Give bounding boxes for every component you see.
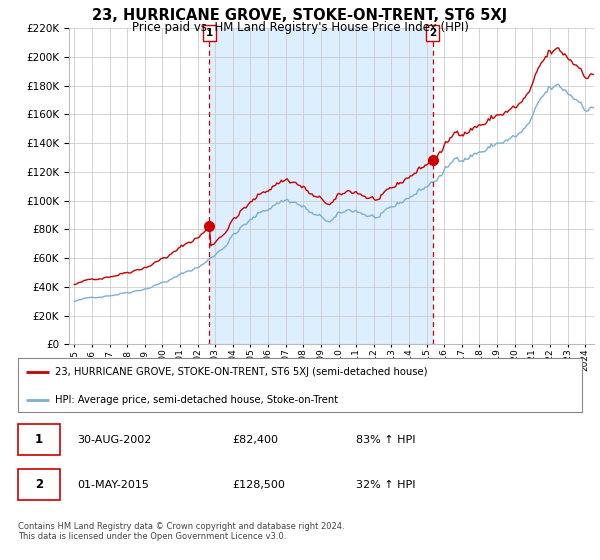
Text: 32% ↑ HPI: 32% ↑ HPI <box>356 479 416 489</box>
Text: 30-AUG-2002: 30-AUG-2002 <box>77 435 152 445</box>
Text: 23, HURRICANE GROVE, STOKE-ON-TRENT, ST6 5XJ: 23, HURRICANE GROVE, STOKE-ON-TRENT, ST6… <box>92 8 508 24</box>
Text: 23, HURRICANE GROVE, STOKE-ON-TRENT, ST6 5XJ (semi-detached house): 23, HURRICANE GROVE, STOKE-ON-TRENT, ST6… <box>55 367 427 377</box>
Text: £128,500: £128,500 <box>232 479 285 489</box>
Text: £82,400: £82,400 <box>232 435 278 445</box>
Text: Contains HM Land Registry data © Crown copyright and database right 2024.
This d: Contains HM Land Registry data © Crown c… <box>18 522 344 542</box>
Text: 2: 2 <box>35 478 43 491</box>
Text: 1: 1 <box>35 433 43 446</box>
Text: 1: 1 <box>206 28 213 38</box>
Text: HPI: Average price, semi-detached house, Stoke-on-Trent: HPI: Average price, semi-detached house,… <box>55 395 338 405</box>
Text: 01-MAY-2015: 01-MAY-2015 <box>77 479 149 489</box>
Text: Price paid vs. HM Land Registry's House Price Index (HPI): Price paid vs. HM Land Registry's House … <box>131 21 469 34</box>
FancyBboxPatch shape <box>18 469 60 500</box>
FancyBboxPatch shape <box>18 424 60 455</box>
Text: 83% ↑ HPI: 83% ↑ HPI <box>356 435 416 445</box>
Text: 2: 2 <box>429 28 436 38</box>
Bar <box>209 28 433 344</box>
